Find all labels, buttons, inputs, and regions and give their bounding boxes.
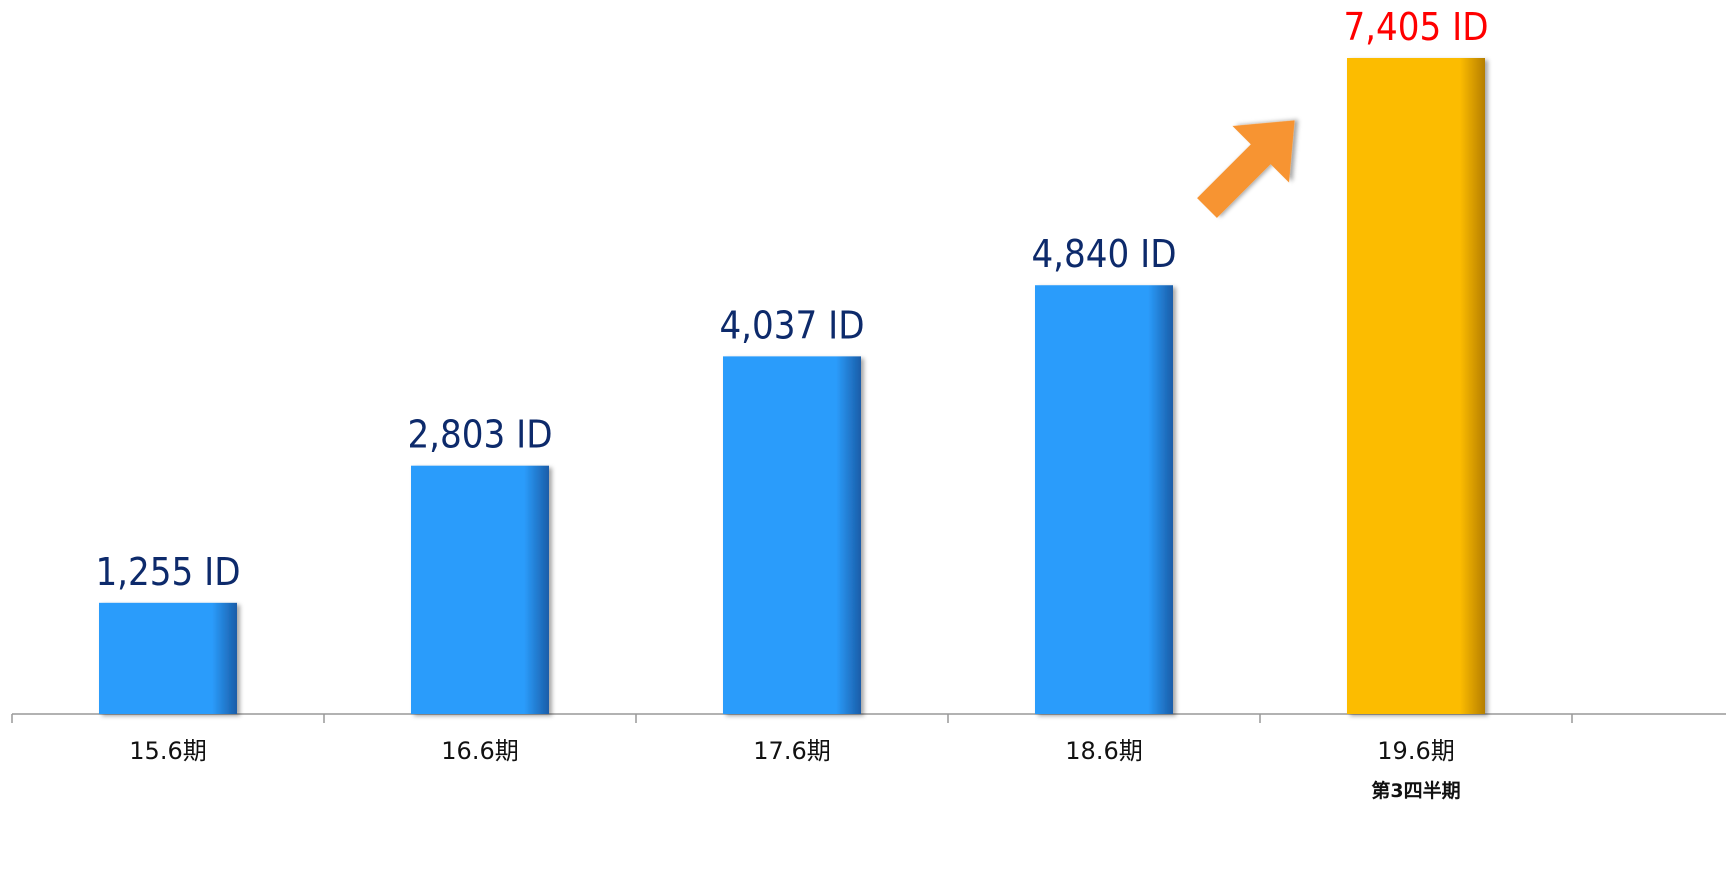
bar-18.6期 xyxy=(1035,285,1173,714)
data-label: 2,803 ID xyxy=(407,413,552,457)
bars xyxy=(99,58,1485,714)
x-tick-sublabel: 第3四半期 xyxy=(1371,779,1460,802)
data-label: 7,405 ID xyxy=(1343,5,1488,49)
x-tick-label: 19.6期 xyxy=(1377,737,1454,765)
arrow-shape xyxy=(1197,120,1295,218)
data-label: 4,840 ID xyxy=(1031,232,1176,276)
x-tick-label: 15.6期 xyxy=(129,737,206,765)
annotations xyxy=(1197,120,1295,218)
x-tick-label: 18.6期 xyxy=(1065,737,1142,765)
bar-19.6期 xyxy=(1347,58,1485,714)
data-label: 4,037 ID xyxy=(719,303,864,347)
x-tick-label: 16.6期 xyxy=(441,737,518,765)
upward-arrow-icon xyxy=(1197,120,1295,218)
data-labels: 1,255 ID 2,803 ID 4,037 ID 4,840 ID 7,405 ID xyxy=(95,5,1488,594)
bar-16.6期 xyxy=(411,465,549,714)
x-tick-label: 17.6期 xyxy=(753,737,830,765)
data-label: 1,255 ID xyxy=(95,550,240,594)
bar-17.6期 xyxy=(723,356,861,714)
x-axis xyxy=(11,713,1726,723)
bar-15.6期 xyxy=(99,602,237,714)
